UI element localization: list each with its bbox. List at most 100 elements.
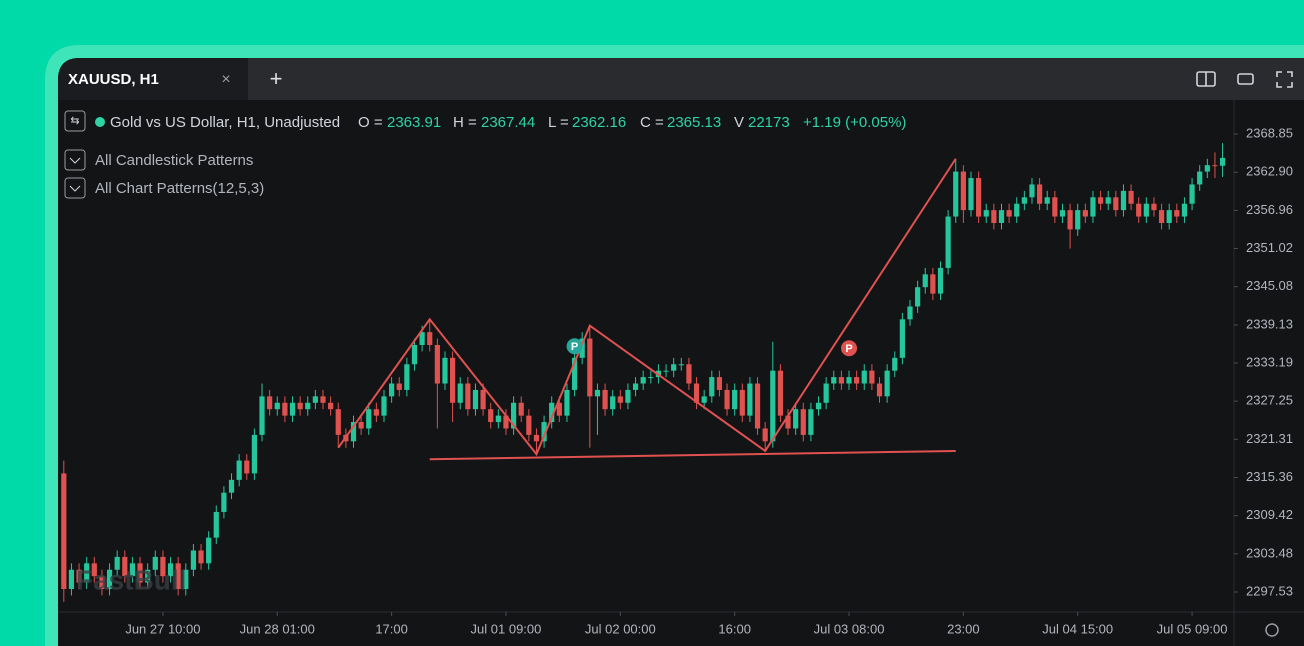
candle-body xyxy=(625,389,631,403)
candle-body xyxy=(541,422,547,442)
window-button[interactable] xyxy=(1237,73,1254,85)
candle-body xyxy=(838,377,844,384)
candle-body xyxy=(991,210,997,223)
tab-title[interactable]: XAUUSD, H1 xyxy=(68,71,159,88)
indicator-toggle[interactable] xyxy=(64,149,86,171)
candle-body xyxy=(1052,197,1058,217)
candle-body xyxy=(922,274,928,288)
candle-body xyxy=(1158,210,1165,223)
candle-body xyxy=(899,319,905,358)
candle-body xyxy=(419,332,425,345)
candle-body xyxy=(1181,203,1188,217)
candle-body xyxy=(632,383,639,390)
settings-button[interactable] xyxy=(1265,623,1279,637)
candle-body xyxy=(556,402,562,416)
candle-body xyxy=(335,409,341,435)
low-label: L = xyxy=(548,114,569,131)
candle-body xyxy=(251,434,257,474)
x-tick-label: Jul 01 09:00 xyxy=(471,621,542,636)
tab-close[interactable]: × xyxy=(221,71,230,88)
candle-body xyxy=(244,460,250,474)
symbol-button[interactable] xyxy=(64,110,86,132)
candle-body xyxy=(1120,190,1127,211)
y-tick-label: 2339.13 xyxy=(1246,316,1293,331)
candle-body xyxy=(831,377,837,384)
candle-body xyxy=(846,377,852,384)
candle-body xyxy=(457,383,463,403)
window-controls xyxy=(1196,71,1293,88)
pattern-marker-label: P xyxy=(845,343,852,355)
symbol-description: Gold vs US Dollar, H1, Unadjusted xyxy=(110,114,340,131)
candle-body xyxy=(587,338,593,397)
candle-body xyxy=(800,409,806,435)
candle-body xyxy=(366,409,372,429)
candle-body xyxy=(678,364,684,366)
y-tick-label: 2333.19 xyxy=(1246,354,1293,369)
volume-label: V xyxy=(734,114,744,131)
candle-body xyxy=(465,383,471,410)
candle-body xyxy=(808,409,814,435)
candle-body xyxy=(190,550,197,570)
y-tick-label: 2356.96 xyxy=(1246,202,1293,217)
candle-body xyxy=(1128,190,1134,204)
candle-body xyxy=(976,178,982,217)
candle-body xyxy=(488,409,494,423)
candle-body xyxy=(1136,203,1142,217)
candle-body xyxy=(1212,165,1218,167)
candle-body xyxy=(282,402,288,416)
pattern-line xyxy=(429,449,956,461)
y-tick-label: 2315.36 xyxy=(1246,469,1293,484)
candle-body xyxy=(526,415,532,435)
y-tick-label: 2368.85 xyxy=(1246,125,1293,140)
candle-body xyxy=(152,556,158,570)
candle-body xyxy=(404,364,410,390)
candle-body xyxy=(442,357,448,384)
candle-body xyxy=(671,364,677,371)
indicator-name[interactable]: All Candlestick Patterns xyxy=(95,152,253,169)
candle-body xyxy=(76,569,82,583)
candle-body xyxy=(213,511,219,538)
candle-body xyxy=(823,383,829,403)
candle-body xyxy=(983,210,989,217)
candle-body xyxy=(381,396,387,416)
candle-body xyxy=(267,396,273,410)
candle-body xyxy=(503,415,509,429)
candle-body xyxy=(876,383,883,397)
tab-add[interactable]: + xyxy=(270,66,283,91)
candle-body xyxy=(793,409,799,429)
candle-body xyxy=(228,479,235,493)
candle-body xyxy=(389,383,395,397)
candle-body xyxy=(594,389,601,397)
candle-body xyxy=(312,396,318,403)
y-tick-label: 2345.08 xyxy=(1246,278,1293,293)
candle-body xyxy=(716,377,723,390)
candle-body xyxy=(106,569,113,590)
candle-body xyxy=(221,492,227,512)
candle-body xyxy=(701,396,707,403)
candle-body xyxy=(373,409,379,416)
candle-body xyxy=(328,402,334,410)
open-label: O = xyxy=(358,114,383,131)
candle-body xyxy=(549,402,555,423)
x-tick-label: Jun 27 10:00 xyxy=(125,621,200,636)
indicator-name[interactable]: All Chart Patterns(12,5,3) xyxy=(95,180,264,197)
candle-body xyxy=(160,556,166,577)
close-label: C = xyxy=(640,114,664,131)
candle-body xyxy=(99,576,105,590)
candle-body xyxy=(564,389,570,416)
candle-body xyxy=(259,396,265,435)
indicator-toggle[interactable] xyxy=(64,177,86,199)
chevron xyxy=(69,185,81,192)
candle-body xyxy=(785,415,791,429)
x-tick-label: Jul 05 09:00 xyxy=(1157,621,1228,636)
candle-body xyxy=(815,402,822,410)
pattern-line xyxy=(337,158,957,457)
high-value: 2367.44 xyxy=(481,114,535,131)
chevron xyxy=(69,157,81,164)
candle-body xyxy=(1037,184,1043,204)
active-tab[interactable] xyxy=(58,58,248,100)
candle-body xyxy=(1197,171,1203,185)
candle-body xyxy=(754,383,761,429)
fullscreen-button[interactable] xyxy=(1276,71,1293,88)
x-tick-label: Jun 28 01:00 xyxy=(240,621,315,636)
